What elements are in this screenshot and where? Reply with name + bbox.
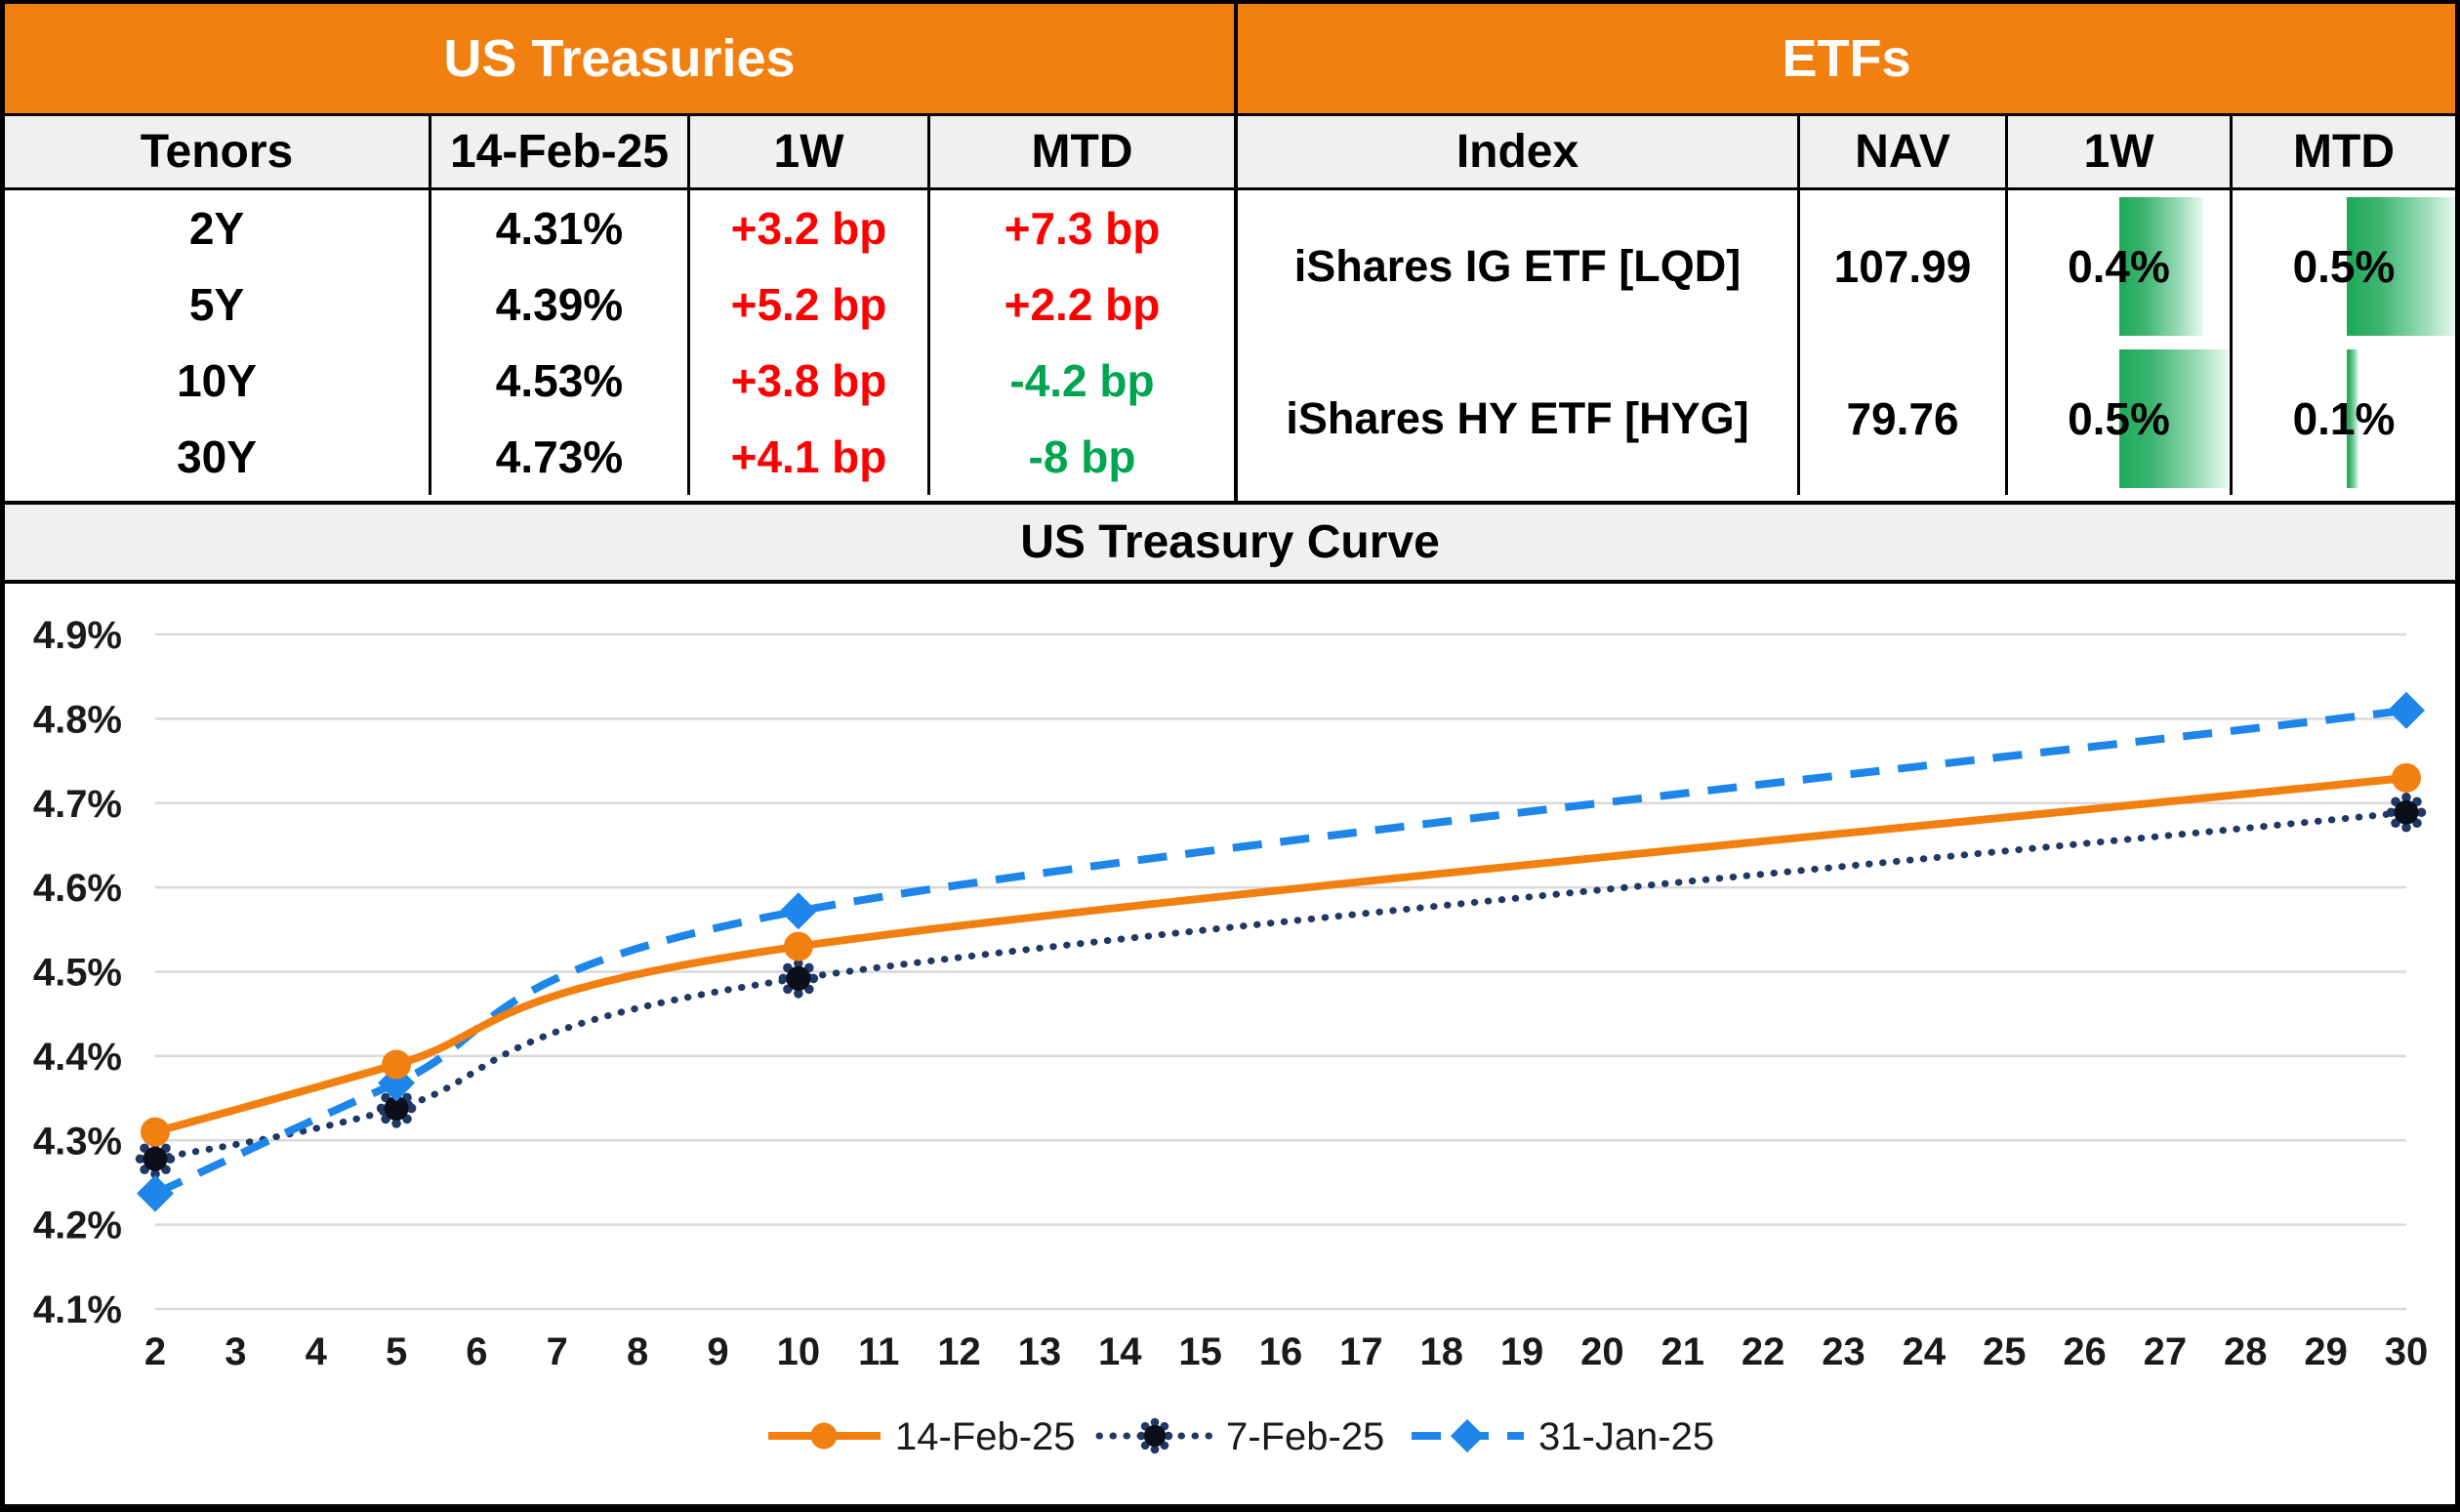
- svg-text:19: 19: [1500, 1330, 1544, 1373]
- svg-text:7: 7: [547, 1330, 568, 1373]
- etf-mtd-cell: 0.5%: [2233, 190, 2455, 343]
- etf-mtd-value: 0.5%: [2292, 241, 2396, 292]
- svg-text:8: 8: [627, 1330, 648, 1373]
- svg-text:11: 11: [858, 1330, 899, 1373]
- treasuries-table: US Treasuries Tenors 14-Feb-25 1W MTD 2Y…: [5, 4, 1234, 501]
- svg-text:23: 23: [1822, 1330, 1866, 1373]
- svg-text:6: 6: [466, 1330, 487, 1373]
- treasuries-data: 2Y 4.31% +3.2 bp +7.3 bp 5Y 4.39% +5.2 b…: [5, 190, 1234, 495]
- svg-text:4.4%: 4.4%: [33, 1036, 122, 1079]
- svg-text:20: 20: [1580, 1330, 1624, 1373]
- mtd-change: +7.3 bp: [1004, 203, 1161, 254]
- etfs-table: ETFs Index NAV 1W MTD iShares IG ETF [LQ…: [1234, 4, 2455, 501]
- svg-text:4.3%: 4.3%: [33, 1120, 122, 1163]
- etf-nav-value: 107.99: [1800, 190, 2008, 343]
- svg-text:4.2%: 4.2%: [33, 1205, 122, 1247]
- svg-text:2: 2: [144, 1330, 166, 1373]
- rate-value: 4.39%: [431, 266, 690, 343]
- etf-1w-value: 0.4%: [2068, 241, 2170, 292]
- svg-text:4.8%: 4.8%: [33, 698, 122, 741]
- svg-text:3: 3: [225, 1330, 246, 1373]
- svg-text:5: 5: [386, 1330, 407, 1373]
- treasury-curve-chart: 4.1% 4.2% 4.3% 4.4% 4.5% 4.6% 4.7% 4.8% 4.9% 2 3 4 5…: [5, 584, 2455, 1504]
- treasuries-header-row: Tenors 14-Feb-25 1W MTD: [5, 116, 1234, 190]
- col-header-mtd: MTD: [2293, 126, 2395, 178]
- chart-title: US Treasury Curve: [5, 501, 2455, 584]
- 1w-change: +4.1 bp: [690, 419, 930, 495]
- etfs-title: ETFs: [1238, 4, 2455, 116]
- data-bar: [2347, 349, 2358, 488]
- summary-tables: US Treasuries Tenors 14-Feb-25 1W MTD 2Y…: [5, 4, 2455, 501]
- etfs-data: iShares IG ETF [LQD] 107.99 0.4% 0.5% iS…: [1238, 190, 2455, 495]
- etf-mtd-value: 0.1%: [2292, 393, 2396, 444]
- mtd-change: -8 bp: [1028, 431, 1136, 482]
- etf-nav-value: 79.76: [1800, 343, 2008, 495]
- svg-text:26: 26: [2063, 1330, 2107, 1373]
- col-header-index: Index: [1238, 116, 1800, 187]
- mtd-change: +2.2 bp: [1004, 279, 1161, 330]
- svg-text:12: 12: [937, 1330, 981, 1373]
- svg-text:29: 29: [2304, 1330, 2348, 1373]
- svg-text:14-Feb-25: 14-Feb-25: [895, 1415, 1076, 1458]
- svg-text:4.9%: 4.9%: [33, 614, 122, 657]
- treasuries-title: US Treasuries: [5, 4, 1234, 116]
- data-bar: [2347, 197, 2455, 336]
- tenor-label: 30Y: [5, 419, 431, 495]
- etf-index-label: iShares HY ETF [HYG]: [1238, 343, 1800, 495]
- svg-text:17: 17: [1339, 1330, 1383, 1373]
- svg-text:18: 18: [1419, 1330, 1463, 1373]
- 1w-change: +3.2 bp: [690, 190, 930, 266]
- svg-text:21: 21: [1661, 1330, 1705, 1373]
- svg-text:4.6%: 4.6%: [33, 867, 122, 910]
- col-header-nav: NAV: [1800, 116, 2008, 187]
- line-chart-canvas: 4.1%4.2%4.3%4.4%4.5%4.6%4.7%4.8%4.9%2 3 4 5…: [33, 614, 2429, 1458]
- col-header-date: 14-Feb-25: [431, 116, 690, 187]
- svg-text:13: 13: [1018, 1330, 1062, 1373]
- tenor-label: 5Y: [5, 266, 431, 343]
- etf-mtd-cell: 0.1%: [2233, 343, 2455, 495]
- svg-text:24: 24: [1903, 1330, 1947, 1373]
- svg-text:16: 16: [1259, 1330, 1303, 1373]
- svg-text:15: 15: [1178, 1330, 1222, 1373]
- svg-text:30: 30: [2385, 1330, 2429, 1373]
- mtd-change: -4.2 bp: [1009, 355, 1155, 406]
- etf-1w-cell: 0.5%: [2008, 343, 2233, 495]
- etf-index-label: iShares IG ETF [LQD]: [1238, 190, 1800, 343]
- tenor-label: 2Y: [5, 190, 431, 266]
- svg-text:4.7%: 4.7%: [33, 783, 122, 826]
- 1w-change: +5.2 bp: [690, 266, 930, 343]
- etf-1w-cell: 0.4%: [2008, 190, 2233, 343]
- svg-text:25: 25: [1983, 1330, 2027, 1373]
- etfs-header-row: Index NAV 1W MTD: [1238, 116, 2455, 190]
- tenor-label: 10Y: [5, 343, 431, 419]
- svg-text:4.5%: 4.5%: [33, 952, 122, 995]
- svg-text:10: 10: [777, 1330, 821, 1373]
- col-header-tenors: Tenors: [5, 116, 431, 187]
- rate-value: 4.73%: [431, 419, 690, 495]
- col-header-mtd: MTD: [1031, 126, 1133, 178]
- svg-text:27: 27: [2144, 1330, 2188, 1373]
- svg-text:14: 14: [1098, 1330, 1142, 1373]
- etf-1w-value: 0.5%: [2068, 393, 2170, 444]
- svg-text:28: 28: [2224, 1330, 2268, 1373]
- svg-text:4: 4: [306, 1330, 328, 1373]
- data-bar: [2118, 349, 2229, 488]
- svg-text:31-Jan-25: 31-Jan-25: [1538, 1415, 1714, 1458]
- col-header-1w: 1W: [690, 116, 930, 187]
- 1w-change: +3.8 bp: [690, 343, 930, 419]
- svg-text:7-Feb-25: 7-Feb-25: [1226, 1415, 1384, 1458]
- rate-value: 4.53%: [431, 343, 690, 419]
- rate-value: 4.31%: [431, 190, 690, 266]
- col-header-1w: 1W: [2008, 116, 2233, 187]
- data-bar: [2118, 197, 2204, 336]
- svg-text:9: 9: [707, 1330, 728, 1373]
- svg-text:4.1%: 4.1%: [33, 1288, 122, 1331]
- svg-text:22: 22: [1742, 1330, 1785, 1373]
